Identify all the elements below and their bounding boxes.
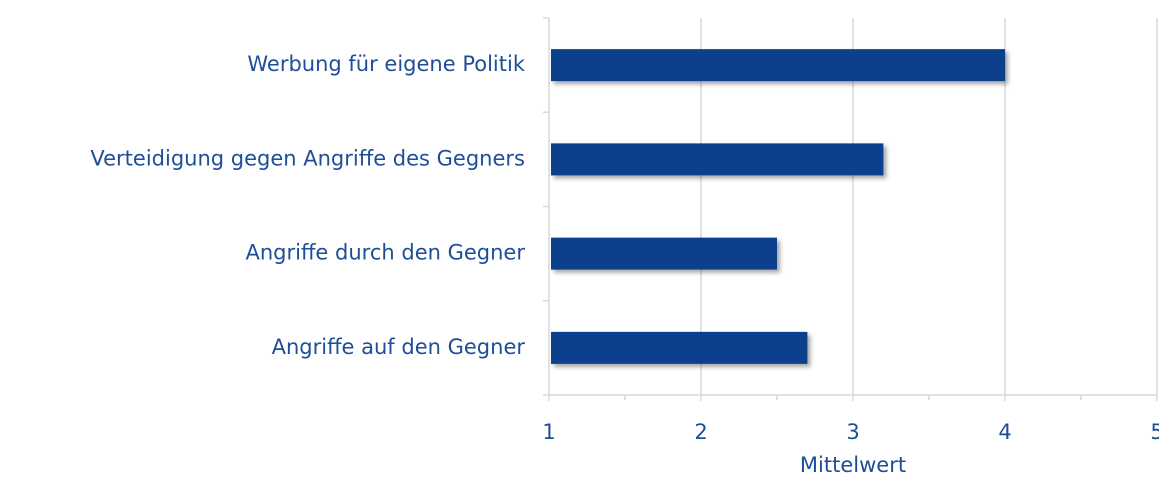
x-tick-label: 4	[998, 420, 1011, 444]
x-axis-title: Mittelwert	[800, 453, 906, 477]
x-tick-label: 3	[846, 420, 859, 444]
y-tick-label: Angriffe auf den Gegner	[272, 335, 526, 359]
y-tick-label: Verteidigung gegen Angriffe des Gegners	[90, 146, 525, 170]
bar	[551, 237, 777, 270]
x-tick-label: 5	[1150, 420, 1159, 444]
x-tick-label: 2	[694, 420, 707, 444]
x-tick-label: 1	[542, 420, 555, 444]
bar	[551, 143, 884, 176]
y-tick-label: Werbung für eigene Politik	[247, 52, 525, 76]
bar	[551, 331, 808, 364]
y-tick-label: Angriffe durch den Gegner	[245, 241, 525, 265]
bar	[551, 49, 1005, 82]
